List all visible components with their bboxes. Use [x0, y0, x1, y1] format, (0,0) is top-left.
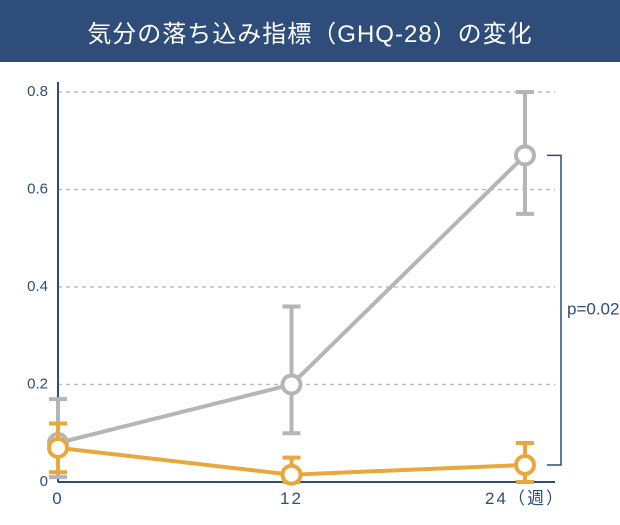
svg-text:24（週）: 24（週） [485, 489, 565, 508]
svg-text:0.4: 0.4 [27, 278, 48, 295]
plot-area: 0 0.2 0.4 0.6 0.8 0 12 24（週） p=0.022 [0, 62, 620, 520]
chart-title: 気分の落ち込み指標（GHQ-28）の変化 [87, 14, 532, 49]
svg-text:0.6: 0.6 [27, 180, 48, 197]
chart-svg: 0 0.2 0.4 0.6 0.8 0 12 24（週） p=0.022 [0, 62, 620, 520]
svg-text:0.2: 0.2 [27, 375, 48, 392]
chart-title-bar: 気分の落ち込み指標（GHQ-28）の変化 [0, 0, 620, 62]
svg-text:p=0.022: p=0.022 [567, 300, 620, 319]
svg-text:0.8: 0.8 [27, 83, 48, 100]
svg-text:0: 0 [52, 489, 63, 508]
chart-container: 気分の落ち込み指標（GHQ-28）の変化 0 0.2 0.4 0.6 0.8 0 12 24（… [0, 0, 620, 520]
svg-text:12: 12 [280, 489, 303, 508]
svg-text:0: 0 [40, 473, 48, 490]
